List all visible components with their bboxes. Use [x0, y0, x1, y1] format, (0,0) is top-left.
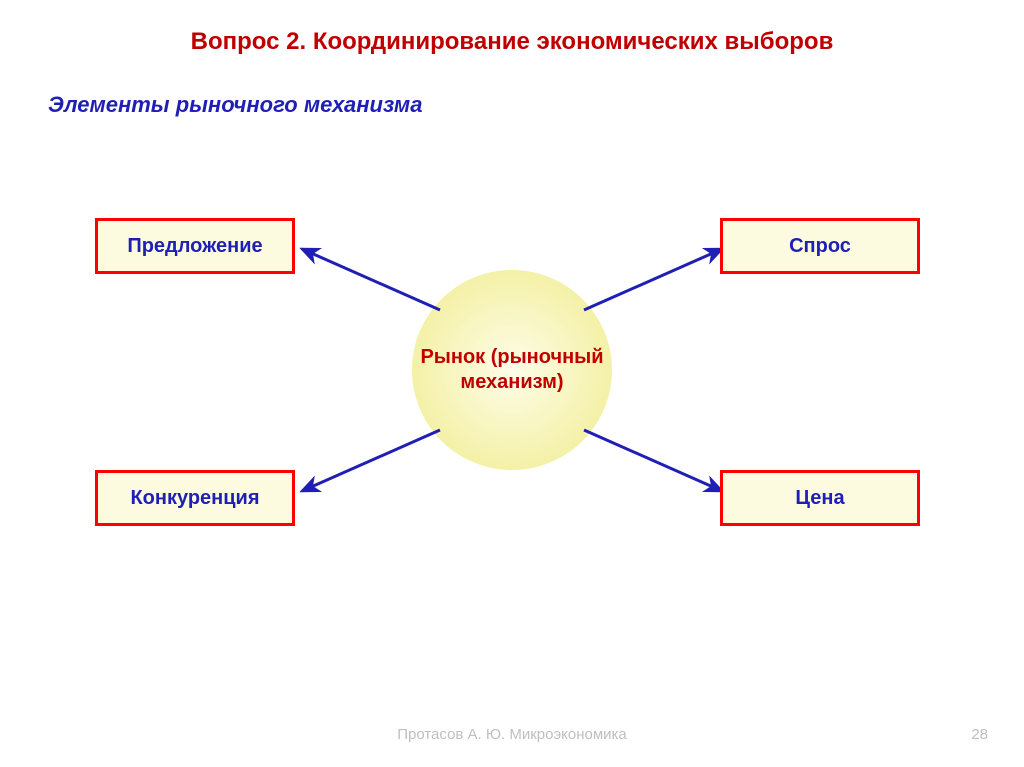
footer-page-number: 28 [971, 726, 988, 743]
page-title: Вопрос 2. Координирование экономических … [0, 28, 1024, 56]
center-node-label: Рынок (рыночный механизм) [412, 345, 612, 395]
box-label: Предложение [127, 235, 262, 258]
arrow [584, 430, 722, 491]
box-supply: Предложение [95, 218, 295, 274]
page-subtitle: Элементы рыночного механизма [48, 92, 422, 118]
arrow [302, 430, 440, 491]
box-label: Конкуренция [130, 487, 259, 510]
box-price: Цена [720, 470, 920, 526]
arrow [584, 249, 722, 310]
box-competition: Конкуренция [95, 470, 295, 526]
box-demand: Спрос [720, 218, 920, 274]
box-label: Спрос [789, 235, 851, 258]
arrow [302, 249, 440, 310]
center-node: Рынок (рыночный механизм) [412, 270, 612, 470]
box-label: Цена [795, 487, 844, 510]
footer-author: Протасов А. Ю. Микроэкономика [0, 726, 1024, 743]
